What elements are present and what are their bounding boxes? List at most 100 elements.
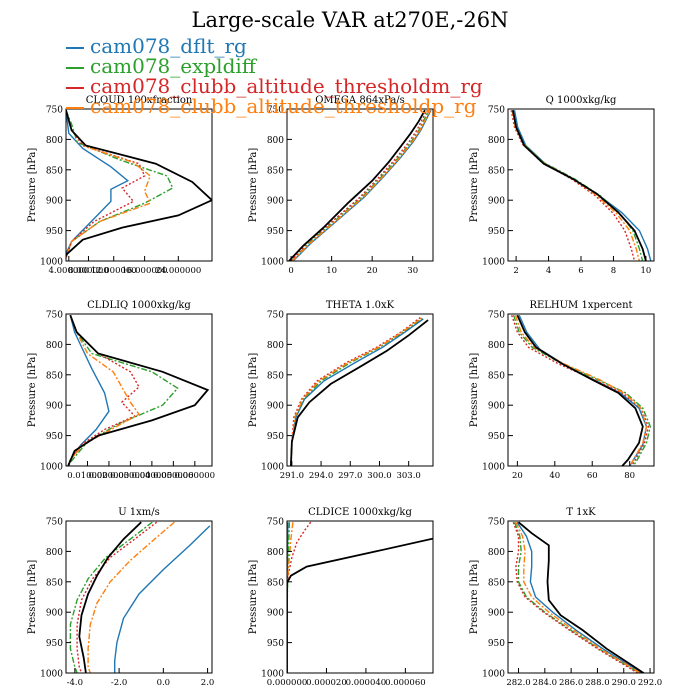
y-axis-label: Pressure [hPa] (27, 560, 38, 635)
y-tick-label: 800 (267, 341, 284, 351)
series-line (113, 525, 211, 673)
x-tick-label: 60 (587, 471, 598, 481)
y-tick-label: 850 (46, 166, 63, 176)
subplot-title: U 1xm/s (118, 507, 160, 518)
x-tick-label: 294.0 (309, 471, 333, 481)
x-tick-label: 2.0 (201, 678, 215, 688)
plot-frame (65, 313, 213, 467)
subplot-title: Q 1000xkg/kg (546, 95, 617, 106)
x-tick-label: 290.0 (612, 678, 636, 688)
y-tick-label: 1000 (482, 463, 505, 473)
series-line (511, 314, 650, 466)
y-tick-label: 850 (267, 578, 284, 588)
subplot: 750 800 850 900 950 1000 2 4 6 8 10 Pressure [hPa] Q… (469, 95, 655, 276)
x-tick-label: 0.010000 (67, 471, 108, 481)
y-tick-label: 850 (267, 166, 284, 176)
series-group (288, 109, 432, 261)
y-axis-label: Pressure [hPa] (27, 353, 38, 428)
x-tick-label: 0.040000 (132, 471, 173, 481)
x-tick-label: 282.0 (506, 678, 530, 688)
x-tick-label: 6 (578, 266, 583, 276)
series-line (78, 521, 142, 673)
y-tick-label: 900 (488, 197, 505, 207)
y-tick-label: 950 (46, 227, 63, 237)
subplot-title: THETA 1.0xK (326, 300, 395, 311)
y-tick-label: 800 (267, 136, 284, 146)
y-tick-label: 750 (488, 106, 505, 116)
x-tick-label: 4.000000 (49, 266, 90, 276)
series-line (66, 109, 212, 260)
legend-entry: cam078_clubb_altitude_thresholdm_rg (66, 76, 483, 96)
series-line (291, 109, 430, 261)
x-tick-label: 0.0 (157, 678, 171, 688)
x-tick-label: 300.0 (367, 471, 391, 481)
series-line (287, 537, 433, 673)
series-line (512, 521, 639, 673)
subplot: 750 800 850 900 950 1000 0.0100000.0200000.030… (27, 300, 215, 481)
x-tick-label: 303.0 (396, 471, 420, 481)
y-tick-label: 1000 (40, 670, 63, 680)
y-tick-label: 950 (488, 639, 505, 649)
series-line (67, 314, 141, 466)
y-tick-label: 750 (46, 518, 63, 528)
plot-frame (65, 108, 213, 262)
y-tick-label: 950 (46, 639, 63, 649)
subplot: 750 800 850 900 950 1000 20 40 60 80 Pressure [hPa… (469, 300, 655, 481)
subplot: 750 800 850 900 950 10004.0000008.00000012.00… (27, 95, 213, 276)
y-tick-label: 850 (46, 371, 63, 381)
x-tick-label: 0.020000 (89, 471, 130, 481)
x-tick-label: 284.0 (533, 678, 557, 688)
plot-frame (286, 520, 434, 674)
y-tick-label: 800 (488, 341, 505, 351)
subplot-title: CLOUD 100xfraction (86, 95, 193, 106)
y-tick-label: 850 (46, 578, 63, 588)
legend-label: cam078_expldiff (90, 54, 256, 78)
series-line (67, 314, 210, 466)
y-tick-label: 900 (46, 402, 63, 412)
x-tick-label: 297.0 (338, 471, 362, 481)
figure-title: Large-scale VAR at270E,-26N (191, 8, 509, 32)
series-line (290, 109, 428, 261)
subplot: 750 800 850 900 950 1000 -4.0 -2.0 0.0 2.0 Pressur… (27, 507, 214, 688)
x-tick-label: 12.000000 (91, 266, 137, 276)
y-tick-label: 900 (488, 402, 505, 412)
y-tick-label: 1000 (261, 670, 284, 680)
subplot-title: OMEGA 864xPa/s (315, 95, 405, 106)
x-tick-label: 292.0 (638, 678, 662, 688)
legend: cam078_dflt_rg cam078_expldiff cam078_cl… (66, 36, 483, 116)
y-tick-label: 750 (488, 518, 505, 528)
series-line (287, 522, 294, 673)
x-tick-label: 24.000000 (155, 266, 201, 276)
y-tick-label: 850 (488, 578, 505, 588)
series-group (290, 317, 429, 466)
series-line (66, 110, 152, 260)
series-line (512, 110, 647, 261)
x-tick-label: 30 (407, 266, 418, 276)
series-line (290, 319, 429, 466)
x-tick-label: 0.030000 (110, 471, 151, 481)
x-tick-label: 0.000040 (346, 678, 387, 688)
legend-swatch (66, 46, 84, 49)
series-line (517, 521, 646, 673)
x-tick-label: 0 (288, 266, 293, 276)
series-group (510, 110, 652, 261)
series-line (512, 110, 644, 261)
y-tick-label: 800 (46, 136, 63, 146)
y-tick-label: 950 (488, 432, 505, 442)
x-tick-label: 40 (549, 471, 560, 481)
y-tick-label: 750 (267, 311, 284, 321)
y-tick-label: 1000 (40, 463, 63, 473)
y-tick-label: 800 (488, 548, 505, 558)
series-line (76, 521, 158, 673)
series-line (514, 314, 648, 466)
subplot-title: CLDICE 1000xkg/kg (308, 507, 412, 518)
y-axis-label: Pressure [hPa] (469, 148, 480, 223)
series-line (516, 521, 643, 673)
series-group (66, 109, 212, 260)
legend-label: cam078_clubb_altitude_thresholdp_rg (90, 94, 477, 118)
legend-entry: cam078_clubb_altitude_thresholdp_rg (66, 96, 483, 116)
subplot-title: RELHUM 1xpercent (529, 300, 632, 311)
y-tick-label: 950 (46, 432, 63, 442)
